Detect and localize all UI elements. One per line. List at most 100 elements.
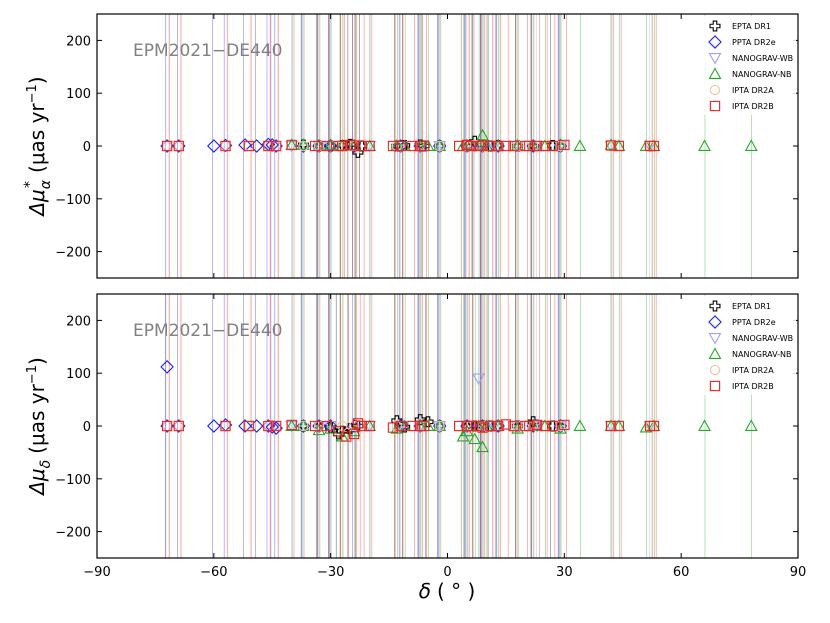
legend-label: IPTA DR2B (732, 382, 774, 391)
data-point (173, 140, 184, 152)
data-point (465, 420, 477, 432)
data-point (387, 140, 399, 152)
legend-label: NANOGRAV-NB (732, 350, 792, 359)
data-point (434, 420, 445, 432)
legend-marker (709, 100, 721, 112)
data-point (573, 139, 587, 151)
data-point (390, 422, 404, 434)
data-point (605, 420, 617, 432)
data-point (321, 140, 332, 152)
data-point (364, 420, 375, 432)
y-label-star-top: * (22, 181, 38, 188)
legend-label: NANOGRAV-NB (732, 70, 792, 79)
data-point (309, 140, 321, 152)
data-point (465, 140, 477, 152)
data-point (364, 140, 375, 152)
data-point (161, 140, 173, 152)
legend-label: EPTA DR1 (732, 302, 771, 311)
y-label-main-top: Δμ (25, 189, 49, 217)
data-point (220, 420, 231, 432)
y-label-main-bottom: Δμ (25, 468, 49, 496)
x-label-unit: ( ° ) (437, 579, 475, 603)
y-label-exp-bottom: −1 (25, 365, 40, 384)
data-point (263, 420, 274, 432)
data-point (173, 420, 184, 432)
y-label-exp-top: −1 (25, 84, 40, 103)
data-point (698, 419, 711, 431)
data-point (648, 420, 660, 432)
legend-marker (708, 53, 722, 65)
data-point (298, 420, 309, 432)
data-point (333, 426, 344, 437)
data-point (461, 139, 473, 151)
y-tick-label: 200 (66, 34, 91, 49)
y-tick-label: −100 (55, 473, 91, 488)
data-point (390, 138, 404, 151)
data-point (243, 420, 255, 432)
legend-marker (709, 20, 721, 32)
y-tick-label: −200 (55, 526, 91, 541)
data-point (418, 420, 430, 432)
ticks-top: −200 −100 0 100 200 (55, 14, 799, 278)
legend-top: EPTA DR1 PPTA DR2e NANOGRAV-WB NANOGRAV-NB I… (703, 16, 796, 115)
data-point (500, 419, 512, 430)
data-point (555, 420, 566, 432)
data-point (161, 420, 173, 432)
data-point (296, 138, 310, 150)
data-point (524, 420, 535, 432)
data-point (395, 420, 406, 432)
data-point (298, 140, 309, 152)
data-point (285, 141, 299, 153)
y-tick-label: 100 (66, 87, 91, 102)
x-axis-label: δ( ° ) (419, 579, 476, 603)
legend-marker (708, 347, 722, 359)
data-point (485, 420, 496, 432)
data-point (454, 420, 465, 432)
data-point (477, 422, 488, 433)
data-point (472, 373, 486, 386)
y-label-close-top: ) (25, 76, 49, 84)
data-point (500, 140, 512, 152)
legend-label: PPTA DR2e (732, 38, 776, 47)
data-point (270, 420, 282, 432)
data-point (508, 420, 519, 432)
data-point (539, 420, 551, 432)
x-label-main: δ (419, 579, 431, 603)
data-point (348, 420, 360, 432)
data-point (422, 416, 434, 428)
data-point (309, 420, 321, 432)
data-point (559, 139, 570, 151)
data-point (559, 419, 570, 431)
data-point (173, 140, 184, 152)
data-point (344, 423, 356, 435)
data-point (477, 140, 488, 151)
legend-marker (708, 67, 722, 79)
legend-marker (708, 315, 722, 329)
data-point (269, 421, 283, 435)
data-point (476, 440, 489, 453)
x-tick-label: −90 (83, 565, 110, 580)
y-label-unit-bottom: (μas yr (25, 383, 49, 453)
x-tick-label: −60 (200, 565, 227, 580)
ticks-bottom: −90 −60 −30 0 30 60 90 −200 −100 0 100 200 (55, 294, 806, 580)
data-point (270, 140, 282, 152)
data-point (337, 420, 348, 432)
data-point (395, 140, 406, 152)
y-tick-label: −100 (55, 193, 91, 208)
data-point (531, 140, 543, 152)
data-point (312, 423, 326, 436)
legend-bottom: EPTA DR1 PPTA DR2e NANOGRAV-WB NANOGRAV-NB I… (703, 296, 796, 395)
data-point (476, 128, 489, 141)
legend-box (703, 16, 796, 115)
data-point (613, 140, 625, 152)
data-point (356, 420, 367, 432)
y-axis-label-top: Δμα* (μas yr−1) (22, 76, 54, 217)
x-tick-label: 0 (443, 565, 451, 580)
data-point (207, 139, 221, 153)
y-label-close-bottom: ) (25, 357, 49, 365)
data-point (573, 419, 587, 431)
data-point (173, 420, 184, 432)
data-point (243, 140, 255, 152)
data-point (648, 140, 660, 152)
